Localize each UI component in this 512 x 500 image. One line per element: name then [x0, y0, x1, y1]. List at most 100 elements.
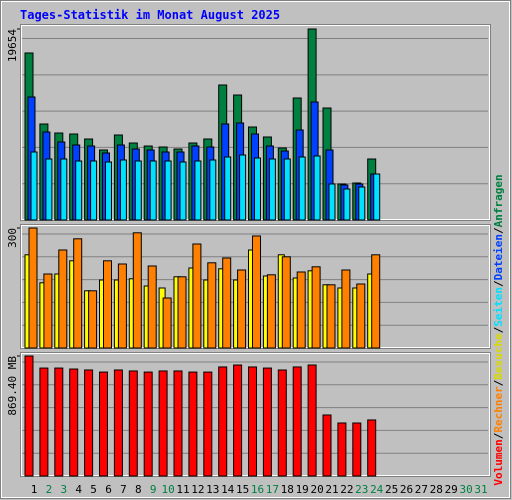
bar	[39, 367, 49, 477]
bar	[179, 161, 187, 221]
bar	[143, 371, 153, 477]
x-tick-label: 7	[120, 483, 127, 496]
x-tick-label: 3	[60, 483, 67, 496]
x-tick-label: 12	[191, 483, 204, 496]
bar	[149, 160, 157, 221]
bar	[337, 422, 347, 477]
bar	[164, 160, 172, 221]
bar	[28, 227, 38, 349]
bar	[277, 369, 287, 477]
legend-entry: Rechner	[492, 386, 505, 433]
x-tick-label: 17	[266, 483, 279, 496]
bar	[283, 158, 291, 221]
bar	[194, 160, 202, 221]
bar	[252, 235, 261, 349]
x-tick-label: 6	[105, 483, 112, 496]
bar	[162, 297, 172, 349]
bar	[233, 364, 243, 477]
bar	[207, 262, 217, 349]
bar	[209, 159, 217, 221]
y-tick-label: 19654	[6, 29, 19, 62]
bar	[69, 368, 79, 477]
bar	[158, 370, 168, 477]
x-tick-label: 9	[150, 483, 157, 496]
x-tick-label: 4	[75, 483, 82, 496]
bar	[373, 173, 381, 221]
bar	[358, 186, 366, 221]
legend-separator: /	[492, 379, 505, 386]
bar	[147, 265, 157, 349]
legend-separator: /	[492, 227, 505, 234]
bar	[224, 156, 232, 221]
x-tick-label: 13	[206, 483, 219, 496]
bar	[73, 238, 83, 349]
legend-entry: Seiten	[492, 287, 505, 327]
bar	[192, 243, 202, 349]
bar	[58, 249, 68, 349]
bar	[128, 370, 138, 477]
bar	[307, 364, 317, 477]
bar	[268, 158, 276, 221]
bar	[30, 151, 38, 221]
bar	[90, 160, 98, 221]
bar	[281, 256, 291, 349]
bar	[188, 371, 198, 477]
bar	[203, 371, 213, 477]
x-tick-label: 29	[445, 483, 458, 496]
bar	[237, 269, 247, 349]
x-tick-label: 14	[221, 483, 235, 496]
bar	[134, 160, 142, 221]
bar	[343, 188, 351, 221]
x-tick-label: 28	[430, 483, 443, 496]
bar	[177, 276, 187, 349]
bar	[371, 254, 381, 349]
legend-entry: Besuche	[492, 333, 505, 380]
bar	[262, 367, 272, 477]
bar	[54, 367, 64, 477]
legend-entry: Volumen	[492, 439, 505, 485]
bar	[222, 257, 232, 349]
x-tick-label: 24	[370, 483, 384, 496]
bar	[298, 156, 306, 221]
x-tick-label: 16	[251, 483, 264, 496]
x-tick-label: 31	[474, 483, 487, 496]
bar	[248, 366, 257, 477]
bar	[105, 161, 112, 221]
x-tick-label: 23	[355, 483, 368, 496]
bar	[341, 269, 351, 349]
x-tick-label: 20	[310, 483, 323, 496]
chart-title: Tages-Statistik im Monat August 2025	[20, 8, 280, 22]
legend-separator: /	[492, 326, 505, 333]
y-tick-label: 869.40 MB	[6, 356, 19, 416]
bar	[88, 290, 98, 349]
x-tick-label: 27	[415, 483, 428, 496]
x-tick-label: 8	[135, 483, 142, 496]
bar	[328, 183, 336, 221]
x-tick-label: 30	[459, 483, 472, 496]
x-tick-label: 5	[90, 483, 97, 496]
bar	[43, 273, 53, 349]
x-tick-label: 2	[46, 483, 53, 496]
bar	[103, 260, 112, 349]
y-tick-label: 300	[6, 228, 19, 248]
bar	[99, 371, 108, 477]
bar	[326, 284, 336, 349]
bar	[292, 366, 302, 477]
bar	[75, 160, 83, 221]
bar	[352, 422, 362, 477]
bar	[254, 157, 261, 221]
x-tick-label: 19	[296, 483, 309, 496]
bar	[113, 369, 123, 477]
bar	[356, 283, 366, 349]
bar	[313, 155, 321, 221]
bar	[322, 414, 332, 477]
bar	[266, 274, 276, 349]
legend-separator: /	[492, 432, 505, 439]
x-tick-label: 15	[236, 483, 249, 496]
x-tick-label: 26	[400, 483, 413, 496]
bar	[218, 366, 228, 477]
x-tick-label: 1	[31, 483, 38, 496]
x-tick-label: 21	[325, 483, 338, 496]
